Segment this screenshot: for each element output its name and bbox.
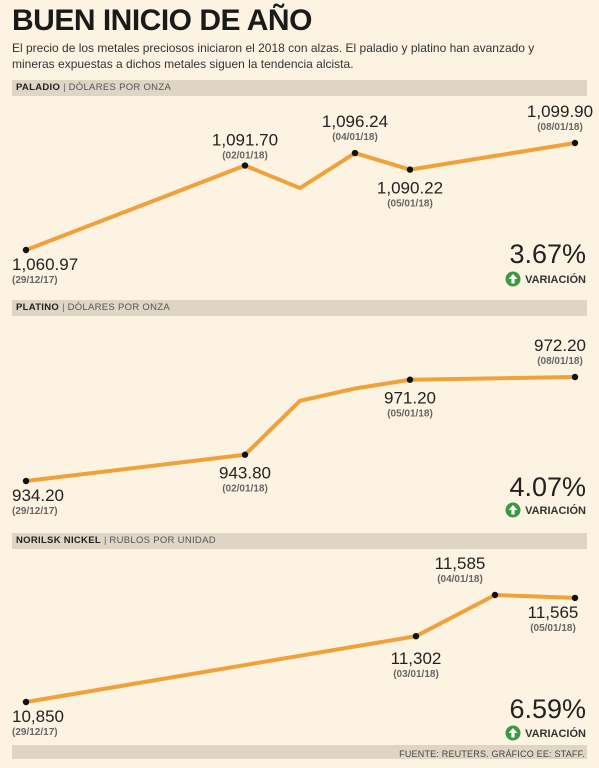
data-date-label: (08/01/18) bbox=[537, 356, 583, 367]
panel-header-platino: PLATINO | DÓLARES POR ONZA bbox=[12, 300, 587, 316]
data-date-label: (04/01/18) bbox=[332, 132, 378, 143]
data-value-label: 1,090.22 bbox=[377, 179, 443, 198]
change-percent: 4.07% bbox=[509, 472, 586, 502]
data-point bbox=[491, 591, 499, 599]
data-date-label: (02/01/18) bbox=[222, 151, 268, 162]
data-value-label: 972.20 bbox=[534, 336, 586, 355]
series-line bbox=[24, 141, 577, 252]
data-point bbox=[351, 149, 359, 157]
separator: | bbox=[103, 535, 107, 546]
page-subtitle: El precio de los metales preciosos inici… bbox=[12, 41, 535, 71]
data-point bbox=[241, 451, 249, 458]
series-line bbox=[24, 375, 577, 483]
page-title: BUEN INICIO DE AÑO bbox=[12, 4, 312, 37]
data-point bbox=[412, 632, 420, 640]
series-line bbox=[24, 593, 577, 704]
change-percent: 3.67% bbox=[509, 239, 586, 269]
data-date-label: (05/01/18) bbox=[387, 199, 433, 210]
data-point bbox=[406, 376, 414, 383]
data-date-label: (04/01/18) bbox=[437, 574, 483, 585]
change-label: VARIACIÓN bbox=[525, 727, 586, 740]
data-point bbox=[241, 162, 249, 169]
data-point bbox=[22, 246, 30, 254]
data-point bbox=[571, 373, 579, 381]
change-percent: 6.59% bbox=[509, 694, 586, 724]
up-arrow-glyph bbox=[508, 274, 518, 284]
series-unit: RUBLOS POR UNIDAD bbox=[109, 535, 216, 546]
data-date-label: (03/01/18) bbox=[393, 669, 439, 680]
data-date-label: (29/12/17) bbox=[12, 275, 58, 286]
up-arrow-glyph bbox=[508, 505, 518, 515]
data-value-label: 10,850 bbox=[12, 707, 64, 726]
series-unit: DÓLARES POR ONZA bbox=[67, 302, 171, 313]
data-date-label: (29/12/17) bbox=[12, 727, 58, 738]
data-value-label: 1,096.24 bbox=[322, 112, 388, 131]
data-value-label: 971.20 bbox=[384, 389, 436, 408]
data-point bbox=[22, 477, 30, 485]
data-value-label: 11,565 bbox=[528, 603, 579, 622]
data-point bbox=[22, 698, 30, 706]
series-unit: DÓLARES POR ONZA bbox=[68, 82, 172, 93]
data-value-label: 934.20 bbox=[12, 486, 64, 505]
panel-header-norilsk: NORILSK NICKEL | RUBLOS POR UNIDAD bbox=[12, 533, 587, 549]
data-date-label: (08/01/18) bbox=[537, 122, 583, 133]
panel-header-paladio: PALADIO | DÓLARES POR ONZA bbox=[12, 80, 587, 96]
change-label: VARIACIÓN bbox=[525, 504, 586, 517]
data-value-label: 1,099.90 bbox=[527, 102, 593, 121]
data-point bbox=[571, 594, 579, 602]
data-date-label: (02/01/18) bbox=[222, 484, 268, 495]
change-label: VARIACIÓN bbox=[525, 273, 586, 286]
data-point bbox=[571, 139, 579, 147]
up-arrow-glyph bbox=[508, 728, 518, 738]
source-note: FUENTE: REUTERS. GRÁFICO EE: STAFF. bbox=[399, 749, 585, 759]
series-name: NORILSK NICKEL bbox=[16, 535, 101, 546]
separator: | bbox=[63, 82, 66, 93]
data-value-label: 1,060.97 bbox=[12, 255, 78, 274]
series-name: PALADIO bbox=[16, 82, 61, 93]
data-date-label: (05/01/18) bbox=[387, 409, 433, 420]
data-date-label: (29/12/17) bbox=[12, 506, 58, 517]
source-bar bbox=[12, 745, 587, 759]
data-value-label: 11,585 bbox=[435, 554, 486, 573]
data-point bbox=[406, 166, 414, 173]
data-value-label: 1,091.70 bbox=[212, 131, 278, 150]
data-value-label: 943.80 bbox=[219, 464, 271, 483]
series-name: PLATINO bbox=[16, 302, 60, 313]
data-value-label: 11,302 bbox=[391, 649, 442, 668]
separator: | bbox=[62, 302, 65, 313]
data-date-label: (05/01/18) bbox=[530, 623, 576, 634]
